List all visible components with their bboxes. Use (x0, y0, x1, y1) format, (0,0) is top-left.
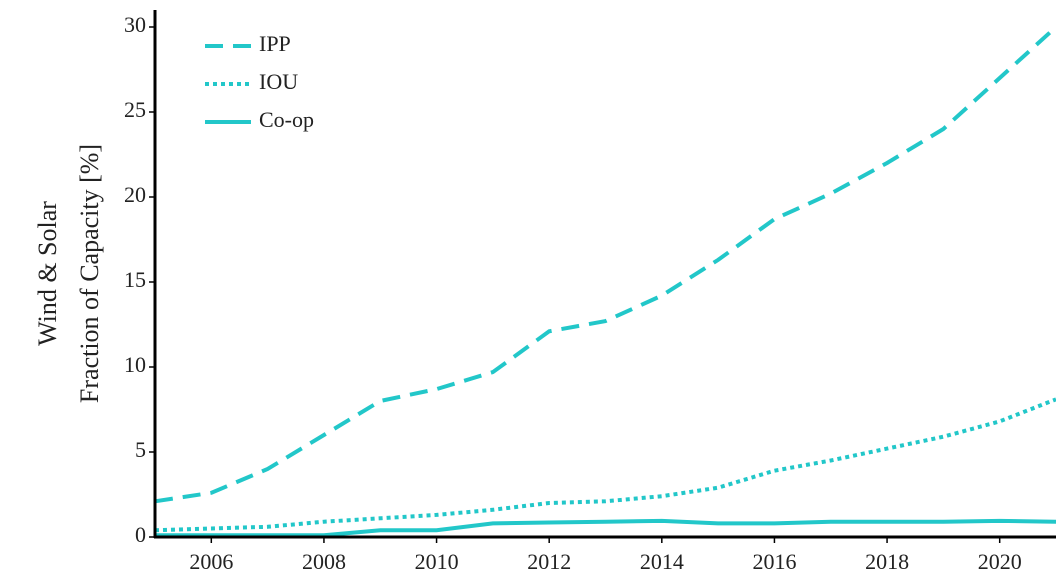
x-tick-label: 2008 (302, 549, 346, 574)
series-line (155, 518, 1056, 538)
x-tick-label: 2018 (865, 549, 909, 574)
y-tick-label: 20 (124, 182, 146, 207)
y-tick-label: 0 (135, 522, 146, 547)
y-axis-label: Fraction of Capacity [%] (75, 144, 104, 403)
y-tick-label: 15 (124, 267, 146, 292)
y-tick-label: 5 (135, 437, 146, 462)
legend-label: IPP (259, 31, 291, 56)
legend-label: IOU (259, 69, 298, 94)
series-line (154, 397, 1056, 533)
legend-label: Co-op (259, 107, 314, 132)
x-tick-label: 2012 (527, 549, 571, 574)
y-tick-label: 25 (124, 97, 146, 122)
y-tick-label: 30 (124, 12, 146, 37)
y-tick-label: 10 (124, 352, 146, 377)
x-tick-label: 2014 (640, 549, 684, 574)
series-line (154, 25, 1056, 504)
x-tick-label: 2010 (415, 549, 459, 574)
x-tick-label: 2020 (978, 549, 1022, 574)
x-tick-label: 2006 (189, 549, 233, 574)
x-tick-label: 2016 (752, 549, 796, 574)
y-axis-label: Wind & Solar (33, 201, 62, 346)
